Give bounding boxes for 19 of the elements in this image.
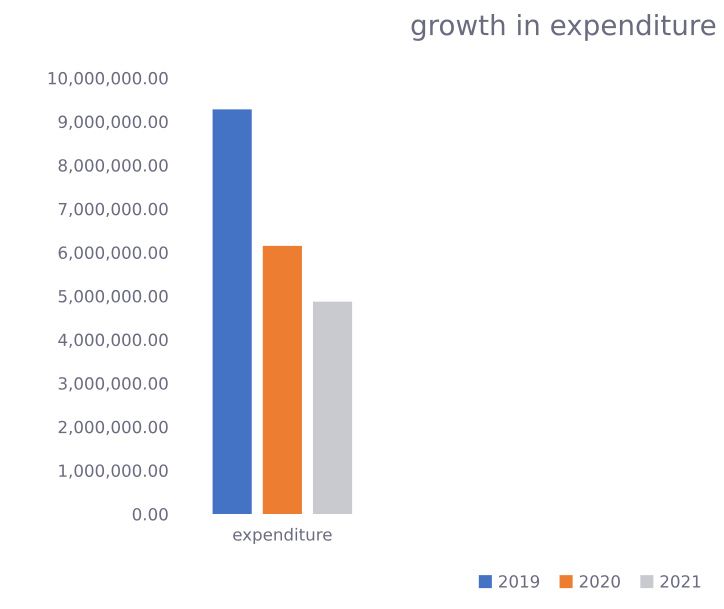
bar [262, 246, 302, 514]
y-tick-label: 7,000,000.00 [58, 202, 168, 218]
y-tick-label: 9,000,000.00 [58, 116, 168, 130]
y-tick-label: 10,000,000.00 [48, 72, 168, 86]
legend-label: 2020 [580, 575, 620, 588]
y-tick-label: 6,000,000.00 [58, 246, 168, 261]
x-tick-label: expenditure [233, 528, 332, 544]
y-tick-label: 5,000,000.00 [58, 290, 168, 304]
bar [212, 109, 252, 514]
text: growth in expenditure [412, 14, 716, 41]
legend-label: 2021 [660, 575, 700, 588]
y-tick-label: 3,000,000.00 [58, 377, 168, 392]
y-tick-label: 4,000,000.00 [58, 334, 168, 348]
bar [312, 302, 352, 514]
legend-label: 2019 [499, 575, 540, 588]
y-tick-label: 8,000,000.00 [58, 159, 168, 174]
y-tick-label: 1,000,000.00 [59, 464, 168, 479]
y-tick-label: 0.00 [132, 508, 168, 521]
y-tick-label: 2,000,000.00 [58, 420, 168, 436]
